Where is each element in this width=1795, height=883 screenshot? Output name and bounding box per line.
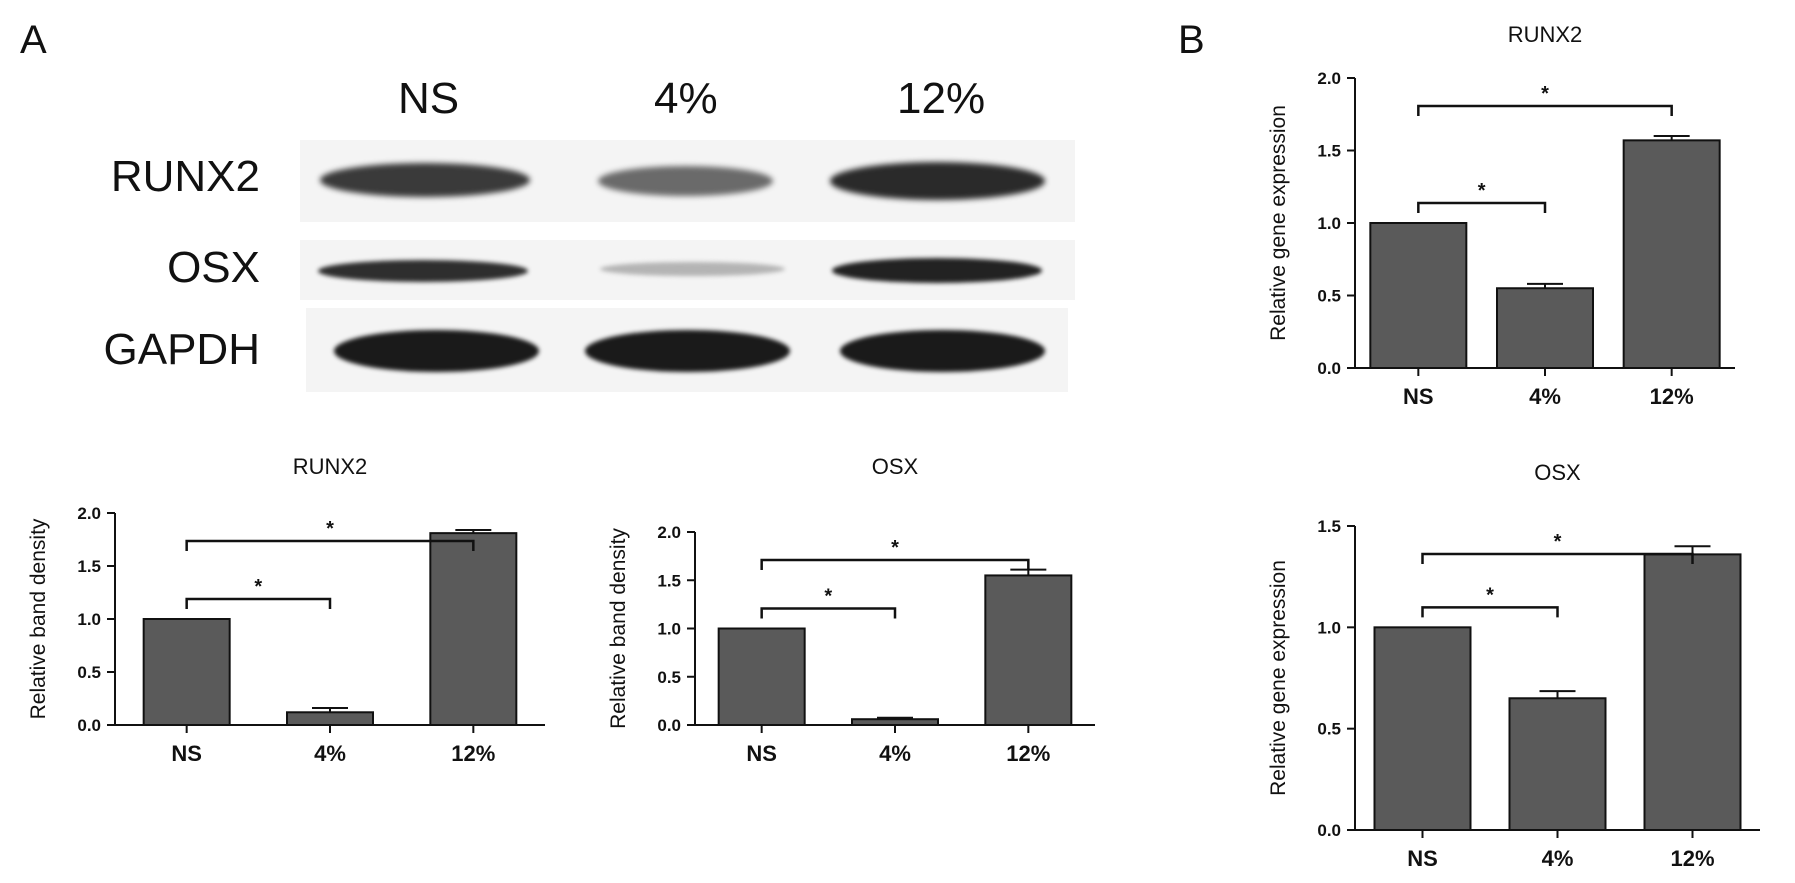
bar-2 [1622, 139, 1721, 369]
significance-star: * [326, 518, 334, 540]
significance-star: * [1486, 584, 1494, 606]
x-tick-label: NS [1403, 384, 1434, 409]
x-tick-label: 4% [1529, 384, 1561, 409]
blot-row-label-runx2: RUNX2 [110, 152, 260, 201]
chart-b-runx2: RUNX2 0.0 0.5 1.0 1.5 2.0 Relative gene expres… [1267, 22, 1735, 409]
blot-lane-label-ns: NS [398, 74, 460, 123]
x-tick-label: 12% [1650, 384, 1694, 409]
blot-lane-label-4pct: 4% [654, 74, 718, 123]
bar-0 [717, 627, 806, 726]
y-axis-label: Relative band density [27, 518, 50, 719]
y-tick-label: 0.0 [1317, 359, 1341, 378]
bar-1 [1508, 697, 1607, 831]
bar-0 [1369, 222, 1468, 369]
y-tick-label: 1.0 [1317, 214, 1341, 233]
significance-bracket [185, 597, 332, 609]
y-axis-label: Relative gene expression [1267, 560, 1290, 796]
significance-star: * [1541, 83, 1549, 105]
x-tick-label: NS [1407, 846, 1438, 871]
y-tick-label: 1.5 [1317, 517, 1341, 536]
significance-star: * [254, 576, 262, 598]
panel-letter-a: A [20, 18, 47, 62]
x-tick-label: 4% [879, 741, 911, 766]
chart-title: OSX [1534, 460, 1581, 485]
bar-1 [286, 711, 374, 726]
significance-bracket [1421, 552, 1694, 564]
significance-star: * [1554, 531, 1562, 553]
chart-a-runx2: RUNX2 0.0 0.5 1.0 1.5 2.0 Relative band densit… [27, 454, 545, 766]
significance-bracket [185, 539, 475, 551]
x-tick-label: NS [171, 741, 202, 766]
blot-lane-label-12pct: 12% [897, 74, 986, 123]
blot-row-label-osx: OSX [167, 243, 260, 292]
blot-band-runx2-4pct [598, 166, 773, 196]
blot-band-osx-12pct [832, 258, 1042, 283]
blot-row-label-gapdh: GAPDH [103, 325, 260, 374]
blot-band-osx-ns [318, 260, 528, 282]
blot-band-osx-4pct [600, 262, 785, 276]
significance-bracket [1417, 104, 1673, 116]
y-tick-label: 2.0 [657, 523, 681, 542]
y-tick-label: 0.5 [657, 668, 681, 687]
x-tick-label: 12% [1006, 741, 1050, 766]
significance-star: * [891, 537, 899, 559]
blot-band-gapdh-12pct [840, 330, 1045, 372]
y-axis-label: Relative gene expression [1267, 105, 1290, 341]
bar-1 [851, 718, 939, 726]
bar-0 [1373, 626, 1472, 831]
y-tick-label: 1.5 [657, 571, 681, 590]
chart-a-osx: OSX 0.0 0.5 1.0 1.5 2.0 Relative band density N… [607, 454, 1095, 766]
bar-2 [984, 574, 1073, 726]
y-tick-label: 1.0 [1317, 618, 1341, 637]
bar-2 [429, 532, 518, 726]
chart-title: RUNX2 [293, 454, 368, 479]
y-tick-label: 0.0 [657, 716, 681, 735]
x-tick-label: 12% [451, 741, 495, 766]
chart-title: OSX [872, 454, 919, 479]
significance-star: * [824, 586, 832, 608]
significance-bracket [760, 558, 1030, 570]
y-tick-label: 1.5 [1317, 142, 1341, 161]
y-tick-label: 0.5 [77, 663, 101, 682]
significance-bracket [1417, 201, 1547, 213]
x-tick-label: 4% [314, 741, 346, 766]
y-tick-label: 1.0 [77, 610, 101, 629]
bar-0 [142, 618, 231, 726]
y-tick-label: 0.0 [1317, 821, 1341, 840]
blot-band-gapdh-4pct [585, 330, 790, 372]
bar-1 [1496, 287, 1594, 369]
chart-title: RUNX2 [1508, 22, 1583, 47]
significance-bracket [760, 607, 897, 619]
y-tick-label: 1.5 [77, 557, 101, 576]
y-tick-label: 2.0 [1317, 69, 1341, 88]
x-tick-label: 12% [1670, 846, 1714, 871]
y-tick-label: 2.0 [77, 504, 101, 523]
x-tick-label: 4% [1542, 846, 1574, 871]
y-tick-label: 0.0 [77, 716, 101, 735]
panel-letter-b: B [1178, 18, 1205, 62]
blot-band-runx2-ns [320, 163, 530, 197]
significance-bracket [1421, 606, 1559, 618]
blot-band-runx2-12pct [830, 162, 1045, 200]
blot-band-gapdh-ns [334, 330, 539, 372]
y-tick-label: 1.0 [657, 620, 681, 639]
x-tick-label: NS [746, 741, 777, 766]
y-tick-label: 0.5 [1317, 720, 1341, 739]
chart-b-osx: OSX 0.0 0.5 1.0 1.5 Relative gene expression N… [1267, 460, 1760, 871]
y-tick-label: 0.5 [1317, 287, 1341, 306]
y-axis-label: Relative band density [607, 528, 630, 729]
significance-star: * [1478, 180, 1486, 202]
bar-2 [1643, 553, 1742, 832]
